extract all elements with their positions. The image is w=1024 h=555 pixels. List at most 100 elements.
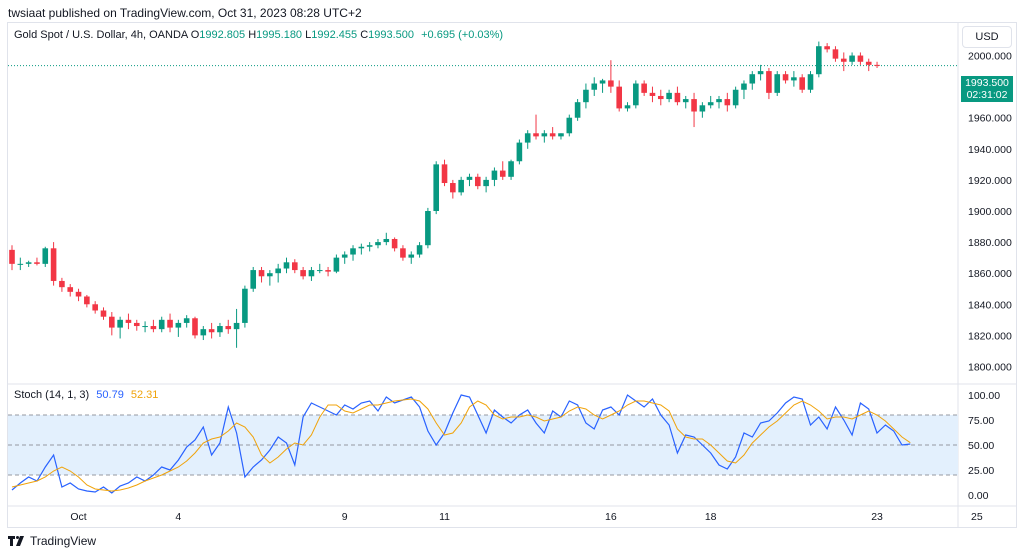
candle-body	[341, 254, 348, 258]
candle	[200, 326, 207, 341]
publisher-caption: twsiaat published on TradingView.com, Oc…	[8, 6, 362, 20]
price-axis-tick: 1840.000	[968, 299, 1012, 311]
candle	[400, 245, 406, 261]
candle-body	[616, 86, 622, 109]
candle	[316, 263, 323, 274]
candle-body	[807, 74, 814, 90]
candle	[549, 127, 556, 140]
candle-body	[441, 164, 448, 184]
candle	[242, 285, 248, 328]
candle-body	[150, 326, 157, 330]
open-label: O	[190, 29, 200, 41]
candle	[483, 176, 489, 193]
candle	[466, 173, 473, 187]
candle-body	[574, 102, 581, 118]
candle-body	[375, 242, 381, 246]
candle	[25, 260, 32, 267]
candle	[499, 161, 506, 180]
stoch-axis-tick: 25.00	[968, 465, 994, 477]
candle	[341, 251, 348, 264]
candle	[125, 313, 132, 330]
candle	[574, 99, 581, 121]
candle	[183, 315, 190, 328]
candle	[741, 80, 747, 100]
candle-body	[217, 326, 223, 333]
candle	[9, 245, 15, 271]
candle	[100, 307, 107, 320]
candle	[391, 237, 398, 252]
change-value: +0.695 (+0.03%)	[421, 29, 504, 41]
stoch-k-line	[11, 394, 911, 494]
symbol-legend: Gold Spot / U.S. Dollar, 4h, OANDA O1992…	[14, 29, 503, 41]
candle	[641, 80, 647, 96]
candle	[707, 95, 714, 109]
candle-body	[591, 83, 598, 90]
candle	[425, 207, 431, 249]
candle-body	[674, 92, 681, 103]
candle	[766, 67, 772, 100]
time-axis-tick: 9	[342, 511, 348, 523]
candle	[749, 71, 756, 90]
candle	[175, 319, 182, 337]
candle-body	[691, 99, 697, 112]
candle-body	[42, 248, 49, 264]
stoch-k-value: 50.79	[96, 389, 124, 401]
candle-body	[699, 105, 706, 112]
candle-body	[741, 83, 747, 90]
candle-body	[516, 142, 523, 162]
candle-body	[50, 248, 57, 281]
candle	[666, 89, 672, 103]
open-value: 1992.805	[199, 29, 246, 41]
candle	[275, 263, 281, 283]
candle-body	[524, 133, 531, 143]
candle	[791, 71, 797, 87]
candle	[699, 102, 706, 118]
candle-body	[67, 287, 74, 292]
candle-body	[583, 89, 589, 103]
price-axis-tick: 1900.000	[968, 206, 1012, 218]
tradingview-footer[interactable]: TradingView	[8, 534, 96, 548]
candle	[167, 313, 173, 333]
candle	[192, 316, 198, 339]
candle	[616, 80, 622, 112]
candle	[217, 322, 223, 337]
candle	[824, 43, 830, 53]
candle-body	[366, 245, 373, 247]
candle-body	[125, 319, 132, 323]
currency-button[interactable]: USD	[962, 26, 1012, 48]
candle	[75, 288, 82, 302]
candle	[375, 238, 381, 249]
candle	[716, 95, 722, 109]
candle-body	[766, 71, 772, 93]
candle-body	[100, 310, 107, 317]
last-price-value: 1993.500	[965, 77, 1009, 89]
candle	[17, 257, 24, 271]
candle-body	[391, 238, 398, 249]
candle-body	[117, 319, 123, 328]
footer-brand: TradingView	[30, 534, 97, 548]
candle	[408, 251, 415, 264]
candle	[657, 89, 664, 106]
candle	[724, 92, 731, 112]
candle-body	[641, 83, 647, 93]
candle	[366, 242, 373, 252]
last-price-tag: 1993.500 02:31:02	[961, 76, 1013, 102]
candle	[624, 102, 631, 112]
candle-body	[358, 246, 365, 249]
candle	[233, 308, 240, 348]
candle-body	[791, 77, 797, 81]
candle-body	[666, 92, 672, 100]
candle-body	[508, 161, 514, 177]
candle-body	[865, 61, 872, 65]
candle	[225, 319, 232, 334]
candle-body	[649, 92, 656, 96]
candle	[59, 277, 65, 292]
candle-body	[558, 133, 564, 137]
candle-body	[799, 77, 805, 90]
stoch-axis-tick: 0.00	[968, 490, 989, 502]
candle	[857, 52, 864, 65]
chart-frame	[7, 22, 1017, 528]
candle-body	[716, 99, 722, 103]
candle-body	[832, 49, 839, 59]
